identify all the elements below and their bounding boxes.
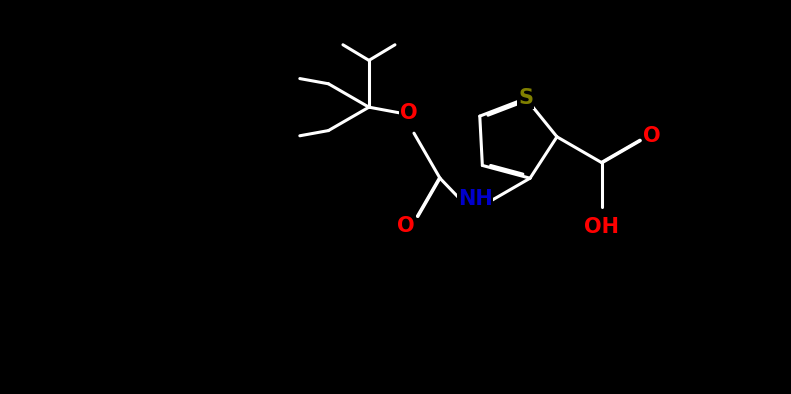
- Text: OH: OH: [585, 217, 619, 237]
- Text: O: O: [400, 103, 418, 123]
- Text: O: O: [397, 216, 414, 236]
- Text: S: S: [518, 88, 533, 108]
- Text: NH: NH: [458, 189, 492, 209]
- Text: O: O: [643, 126, 661, 146]
